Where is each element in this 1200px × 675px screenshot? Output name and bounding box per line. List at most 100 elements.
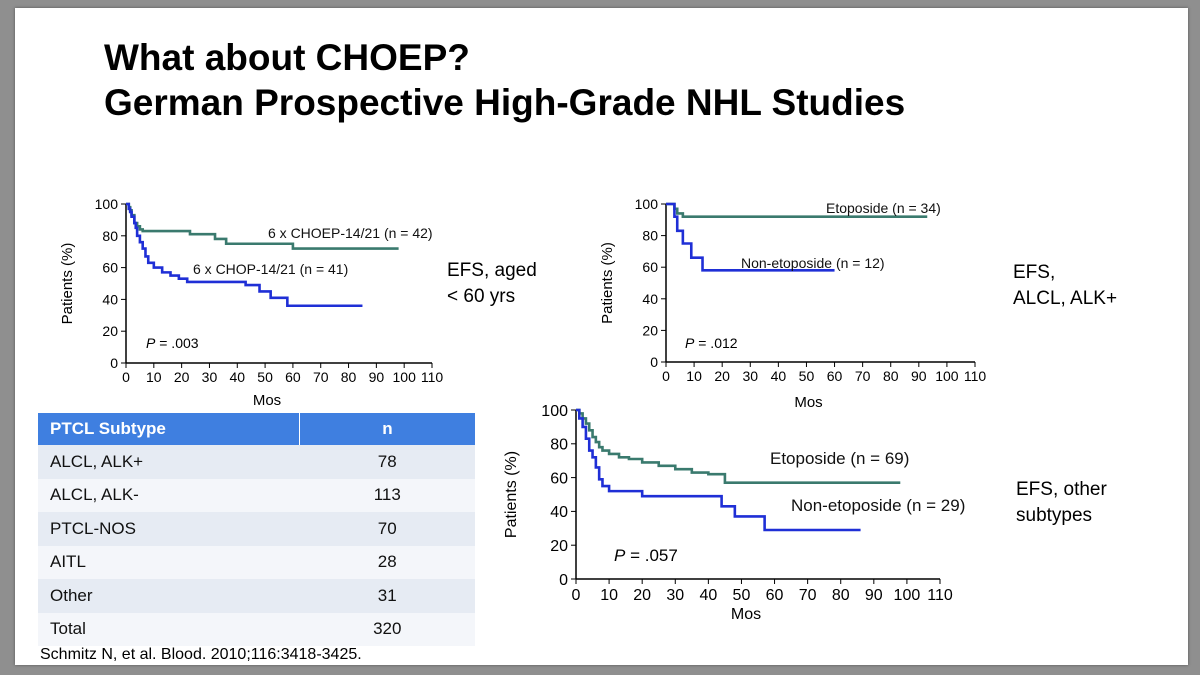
x-tick-label: 60	[285, 369, 301, 385]
x-tick-label: 100	[894, 587, 921, 604]
legend-label: Etoposide (n = 69)	[770, 449, 909, 468]
chart-efs-aged-under-60: 0 10 20 30 40 50 60 70 80 90 100 110020406080100Pat…	[59, 196, 443, 409]
row-n: 113	[299, 478, 475, 512]
y-tick-label: 100	[95, 196, 119, 212]
chart-efs-other-subtypes: 0 10 20 30 40 50 60 70 80 90 100 110 0 20 40 60 80 100 Pat…	[503, 403, 965, 623]
x-tick-label: 80	[883, 368, 899, 384]
x-tick-label: 70	[313, 369, 329, 385]
km-curve-blue	[666, 202, 835, 272]
x-tick-label: 30	[666, 587, 684, 604]
p-value-annotation: P = .057	[614, 546, 678, 565]
row-n: 70	[299, 512, 475, 546]
table-row: PTCL-NOS 70	[38, 512, 475, 546]
x-tick-label: 30	[742, 368, 758, 384]
legend-label: 6 x CHOEP-14/21 (n = 42)	[268, 225, 433, 241]
title-line-2: German Prospective High-Grade NHL Studie…	[104, 82, 906, 123]
row-n: 320	[299, 612, 475, 646]
x-tick-label: 20	[633, 587, 651, 604]
row-n: 28	[299, 545, 475, 579]
citation: Schmitz N, et al. Blood. 2010;116:3418-3…	[40, 646, 362, 663]
x-tick-label: 20	[714, 368, 730, 384]
chart-0-side-label: EFS, aged < 60 yrs	[447, 258, 537, 310]
row-subtype: ALCL, ALK+	[38, 445, 300, 479]
table-row: Total 320	[38, 612, 475, 646]
row-subtype: Total	[38, 612, 300, 646]
table-header-row: PTCL Subtype n	[38, 413, 475, 445]
legend-label: Non-etoposide (n = 12)	[741, 255, 885, 271]
y-tick-label: 40	[550, 504, 568, 521]
y-tick-label: 40	[102, 291, 118, 307]
y-tick-label: 80	[102, 228, 118, 244]
header-n: n	[299, 413, 475, 445]
y-tick-label: 0	[559, 572, 568, 589]
legend-label: Etoposide (n = 34)	[826, 200, 941, 216]
x-tick-label: 80	[832, 587, 850, 604]
x-axis-label: Mos	[731, 606, 761, 623]
y-tick-label: 20	[550, 538, 568, 555]
x-tick-label: 50	[733, 587, 751, 604]
table-row: ALCL, ALK+ 78	[38, 445, 475, 479]
slide-title: What about CHOEP? German Prospective Hig…	[104, 35, 905, 125]
chart-1-side-label: EFS, ALCL, ALK+	[1013, 260, 1117, 312]
x-tick-label: 40	[771, 368, 787, 384]
y-axis-label: Patients (%)	[503, 451, 520, 538]
x-tick-label: 40	[229, 369, 245, 385]
x-tick-label: 40	[699, 587, 717, 604]
x-axis-label: Mos	[253, 392, 281, 409]
chart-efs-alcl-alk-positive: 0 10 20 30 40 50 60 70 80 90 100 110 0 20 40 60 80 100 Pat…	[599, 196, 986, 411]
p-symbol: P	[146, 335, 156, 351]
x-tick-label: 70	[855, 368, 871, 384]
x-tick-label: 50	[257, 369, 273, 385]
chart-2-side-label-line-2: subtypes	[1016, 505, 1093, 526]
x-tick-label: 90	[369, 369, 385, 385]
x-tick-label: 90	[865, 587, 883, 604]
x-tick-label: 110	[927, 587, 953, 604]
legend-label: 6 x CHOP-14/21 (n = 41)	[193, 261, 348, 277]
x-tick-label: 20	[174, 369, 190, 385]
p-value: = .012	[694, 335, 737, 351]
row-subtype: PTCL-NOS	[38, 512, 300, 546]
x-tick-label: 10	[146, 369, 162, 385]
x-tick-label: 50	[799, 368, 815, 384]
km-curve-teal	[576, 408, 901, 484]
p-symbol: P	[685, 335, 695, 351]
table-row: AITL 28	[38, 545, 475, 579]
x-tick-label: 10	[600, 587, 618, 604]
ptcl-subtype-table: PTCL Subtype n ALCL, ALK+ 78 ALCL, ALK- …	[38, 413, 475, 646]
x-tick-label: 70	[799, 587, 817, 604]
p-value-annotation: P = .012	[685, 335, 738, 351]
p-value: = .057	[625, 546, 677, 565]
chart-0-side-label-line-1: EFS, aged	[447, 260, 537, 281]
table-row: Other 31	[38, 579, 475, 613]
x-tick-label: 110	[964, 368, 987, 384]
y-tick-label: 0	[650, 354, 658, 370]
y-tick-label: 80	[642, 228, 658, 244]
x-tick-label: 0	[572, 587, 581, 604]
km-curve-blue	[126, 202, 363, 308]
p-value: = .003	[155, 335, 198, 351]
y-tick-label: 100	[635, 196, 659, 212]
title-line-1: What about CHOEP?	[104, 37, 470, 78]
x-tick-label: 90	[911, 368, 927, 384]
chart-2-side-label: EFS, other subtypes	[1016, 477, 1107, 529]
row-subtype: Other	[38, 579, 300, 613]
p-symbol: P	[614, 546, 626, 565]
p-value-annotation: P = .003	[146, 335, 199, 351]
x-tick-label: 110	[421, 369, 444, 385]
chart-1-side-label-line-1: EFS,	[1013, 262, 1056, 283]
chart-1-side-label-line-2: ALCL, ALK+	[1013, 288, 1118, 309]
x-tick-label: 10	[686, 368, 702, 384]
row-n: 78	[299, 445, 475, 479]
row-n: 31	[299, 579, 475, 613]
row-subtype: AITL	[38, 545, 300, 579]
y-axis-label: Patients (%)	[59, 243, 76, 325]
y-tick-label: 60	[550, 470, 568, 487]
chart-0-side-label-line-2: < 60 yrs	[447, 286, 516, 307]
x-tick-label: 60	[827, 368, 843, 384]
x-tick-label: 0	[122, 369, 130, 385]
x-tick-label: 0	[662, 368, 670, 384]
km-curve-blue	[576, 408, 861, 532]
x-tick-label: 100	[935, 368, 959, 384]
x-tick-label: 100	[393, 369, 417, 385]
